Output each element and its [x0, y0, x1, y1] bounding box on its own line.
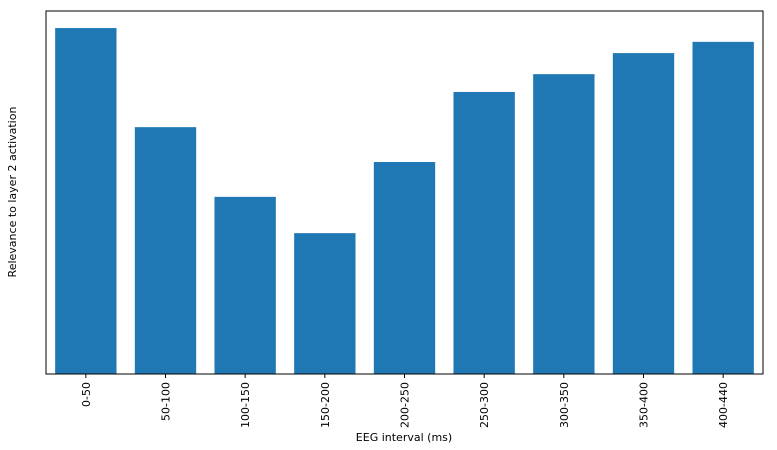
plot-frame [45, 10, 764, 375]
x-tick-label: 0-50 [80, 382, 93, 407]
x-tick-label: 50-100 [160, 382, 173, 421]
bar [453, 91, 515, 374]
x-tick-label: 400-440 [717, 382, 730, 428]
bar [214, 196, 276, 374]
bar [533, 74, 595, 375]
x-tick-label: 200-250 [399, 382, 412, 428]
x-tick-label: 100-150 [239, 382, 252, 428]
x-tick-label: 250-300 [478, 382, 491, 428]
x-tick-label: 150-200 [319, 382, 332, 428]
y-axis-label: Relevance to layer 2 activation [6, 107, 19, 278]
bar [55, 28, 117, 374]
x-tick-label: 300-350 [558, 382, 571, 428]
bar [373, 162, 436, 374]
bar [692, 41, 754, 374]
bar [612, 53, 675, 374]
bar [294, 233, 356, 374]
x-axis-label: EEG interval (ms) [356, 431, 452, 444]
bar [134, 127, 197, 374]
x-tick-label: 350-400 [638, 382, 651, 428]
